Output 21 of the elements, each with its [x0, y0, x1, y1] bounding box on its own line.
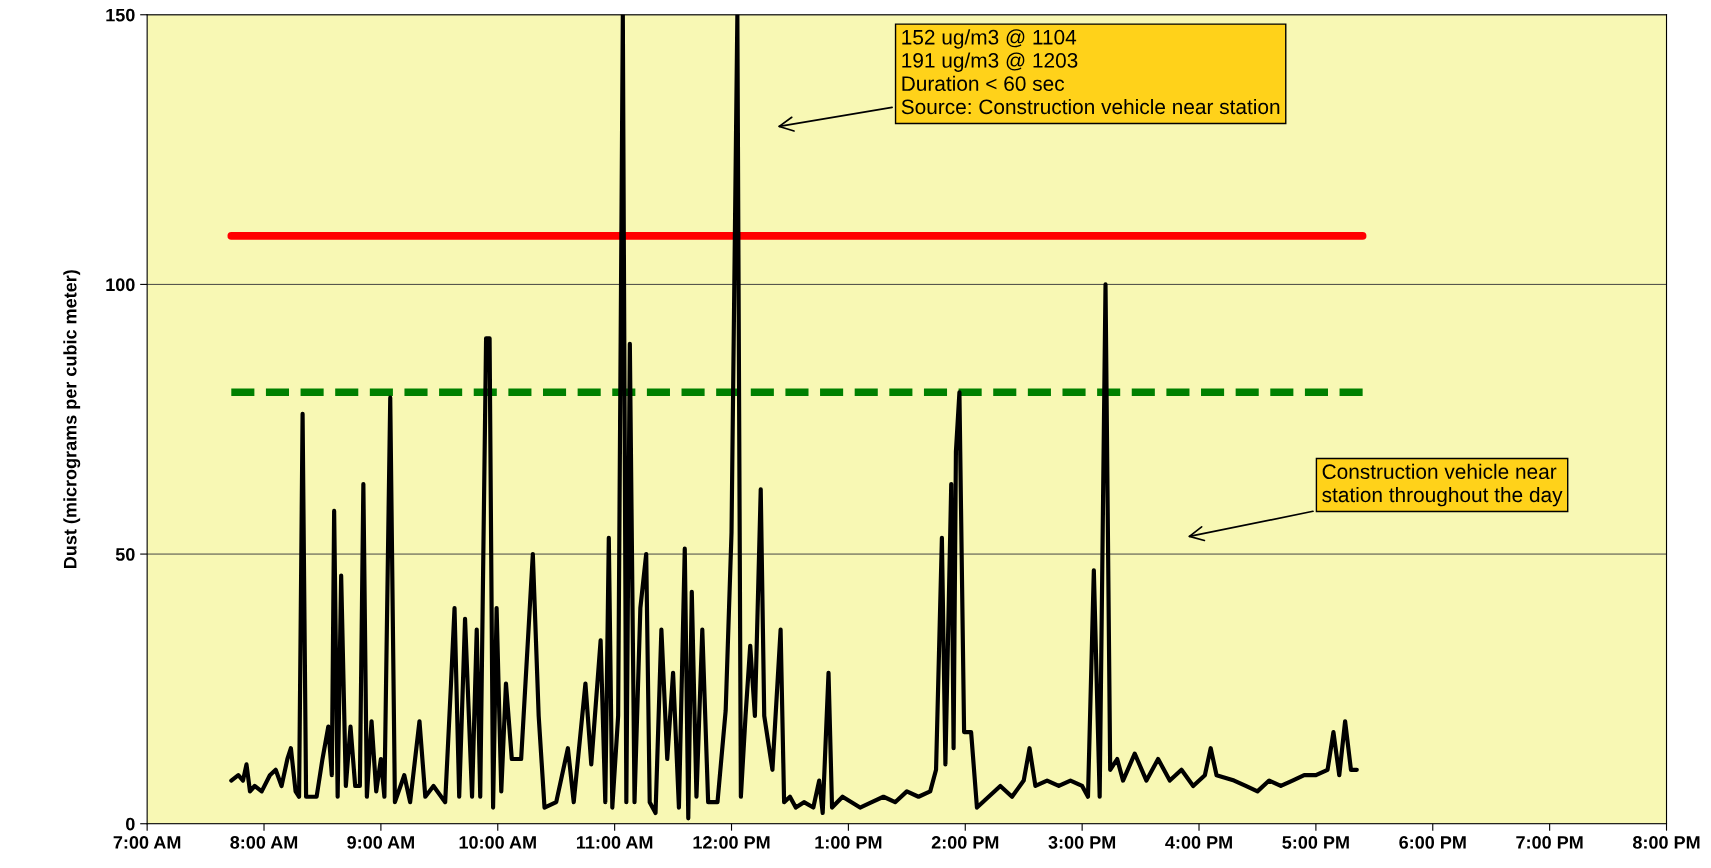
x-tick-label: 11:00 AM [576, 836, 653, 849]
x-tick-label: 10:00 AM [459, 836, 536, 849]
x-tick-label: 9:00 AM [347, 836, 414, 849]
x-tick-label: 5:00 PM [1282, 836, 1349, 849]
annotation: 152 ug/m3 @ 1104 191 ug/m3 @ 1203 Duration < 60 sec Source: Construction vehicle near station [901, 29, 1280, 115]
x-tick-label: 2:00 PM [931, 836, 999, 849]
y-tick-label: 0 [126, 817, 135, 831]
y-tick-label: 150 [106, 8, 135, 22]
x-tick-label: 7:00 AM [113, 836, 181, 849]
x-tick-label: 6:00 PM [1399, 836, 1466, 849]
x-tick-label: 8:00 AM [230, 836, 298, 849]
x-tick-label: 12:00 PM [693, 836, 770, 849]
y-tick-label: 50 [115, 548, 135, 561]
y-tick-label: 100 [106, 278, 135, 292]
x-tick-label: 4:00 PM [1165, 836, 1232, 849]
x-tick-label: 1:00 PM [815, 836, 882, 849]
x-tick-label: 7:00 PM [1516, 836, 1583, 849]
y-axis-title: Dust (micrograms per cubic meter) [63, 270, 81, 569]
x-tick-label: 3:00 PM [1048, 836, 1116, 849]
x-tick-label: 8:00 PM [1632, 836, 1700, 849]
annotation: Construction vehicle near station throughout the day [1322, 463, 1563, 507]
